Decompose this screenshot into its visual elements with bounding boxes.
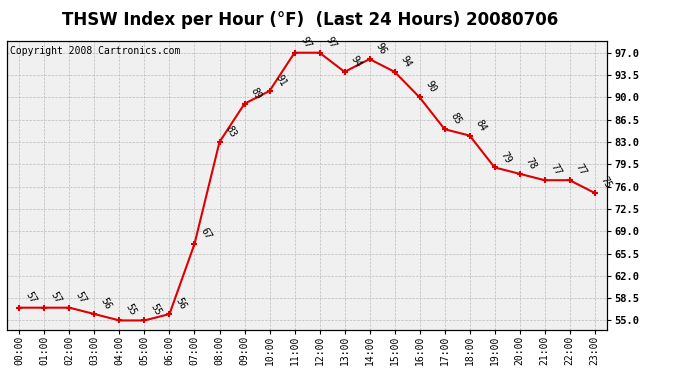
- Text: 91: 91: [274, 73, 288, 88]
- Text: 75: 75: [599, 175, 613, 190]
- Text: 97: 97: [324, 35, 338, 50]
- Text: 78: 78: [524, 156, 538, 171]
- Text: 79: 79: [499, 150, 513, 165]
- Text: 94: 94: [399, 54, 413, 69]
- Text: 67: 67: [199, 226, 213, 241]
- Text: 56: 56: [99, 296, 113, 311]
- Text: 90: 90: [424, 80, 438, 94]
- Text: 94: 94: [348, 54, 363, 69]
- Text: THSW Index per Hour (°F)  (Last 24 Hours) 20080706: THSW Index per Hour (°F) (Last 24 Hours)…: [62, 11, 559, 29]
- Text: Copyright 2008 Cartronics.com: Copyright 2008 Cartronics.com: [10, 46, 180, 56]
- Text: 85: 85: [448, 111, 463, 126]
- Text: 55: 55: [148, 303, 163, 318]
- Text: 96: 96: [374, 41, 388, 56]
- Text: 55: 55: [124, 303, 138, 318]
- Text: 57: 57: [74, 290, 88, 305]
- Text: 97: 97: [299, 35, 313, 50]
- Text: 57: 57: [23, 290, 38, 305]
- Text: 57: 57: [48, 290, 63, 305]
- Text: 56: 56: [174, 296, 188, 311]
- Text: 84: 84: [474, 118, 489, 133]
- Text: 83: 83: [224, 124, 238, 139]
- Text: 77: 77: [574, 162, 589, 177]
- Text: 77: 77: [549, 162, 563, 177]
- Text: 89: 89: [248, 86, 263, 101]
